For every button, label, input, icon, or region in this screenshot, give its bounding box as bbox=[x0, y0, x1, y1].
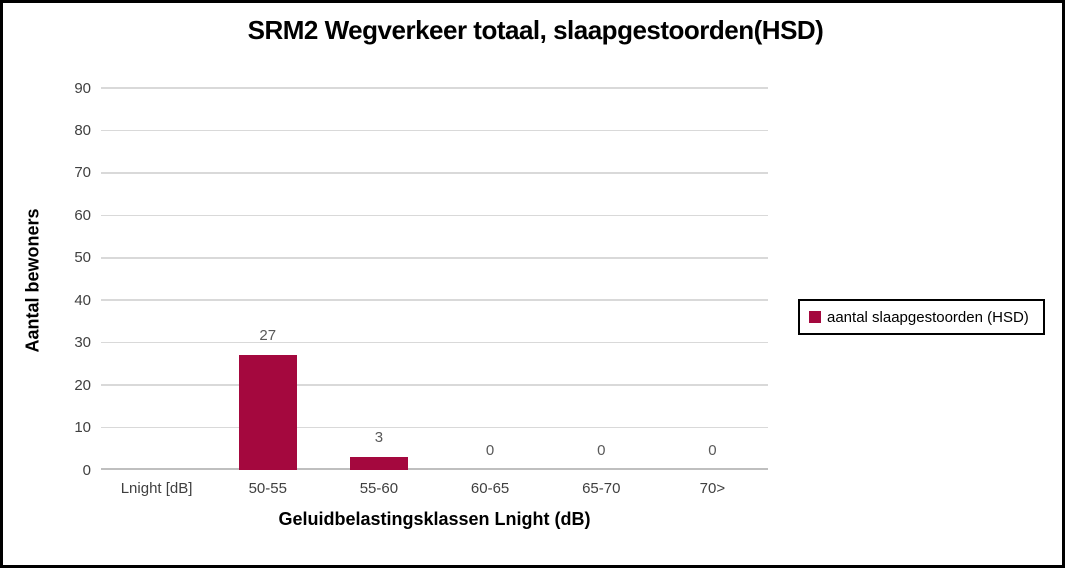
x-axis-tick-label-lnight-db-: Lnight [dB] bbox=[120, 480, 193, 497]
bar-55-60 bbox=[349, 457, 408, 470]
y-axis-tick-label-0: 0 bbox=[82, 461, 91, 479]
chart-title: SRM2 Wegverkeer totaal, slaapgestoorden(… bbox=[247, 15, 824, 45]
y-axis-tick-label-70: 70 bbox=[74, 164, 91, 182]
bar-value-label-50-55: 27 bbox=[259, 327, 277, 345]
bar-value-label-55-60: 3 bbox=[374, 429, 384, 447]
y-axis-tick-label-60: 60 bbox=[74, 206, 91, 224]
gridline-30 bbox=[101, 341, 768, 344]
bar-value-label-70-: 0 bbox=[708, 442, 717, 459]
bar-50-55 bbox=[238, 355, 297, 470]
gridline-50 bbox=[101, 257, 768, 259]
gridline-60 bbox=[101, 214, 768, 217]
gridline-90 bbox=[101, 87, 768, 89]
gridline-70 bbox=[101, 172, 768, 174]
x-axis-tick-label-50-55: 50-55 bbox=[248, 480, 287, 497]
x-axis-title: Geluidbelastingsklassen Lnight (dB) bbox=[278, 509, 591, 529]
legend-label: aantal slaapgestoorden (HSD) bbox=[827, 308, 1029, 326]
plot-area: 27 3 0 0 0 bbox=[101, 87, 768, 470]
legend-swatch-icon bbox=[809, 311, 821, 323]
y-axis-tick-label-10: 10 bbox=[74, 419, 91, 437]
y-axis-title: Aantal bewoners bbox=[22, 208, 43, 353]
bar-value-label-65-70: 0 bbox=[597, 442, 606, 459]
gridline-40 bbox=[101, 299, 768, 301]
x-axis-tick-label-55-60: 55-60 bbox=[359, 480, 399, 497]
y-axis-tick-label-40: 40 bbox=[74, 291, 91, 309]
x-axis-line bbox=[101, 468, 768, 470]
bar-value-label-60-65: 0 bbox=[485, 442, 495, 459]
y-axis-tick-label-30: 30 bbox=[74, 334, 91, 352]
gridline-10 bbox=[101, 426, 768, 429]
gridline-20 bbox=[101, 384, 768, 386]
y-axis-tick-label-50: 50 bbox=[74, 249, 91, 267]
x-axis-tick-label-65-70: 65-70 bbox=[582, 480, 621, 497]
x-axis-tick-label-70-: 70> bbox=[699, 480, 726, 497]
legend: aantal slaapgestoorden (HSD) bbox=[798, 299, 1045, 335]
gridline-80 bbox=[101, 129, 768, 132]
x-axis-tick-label-60-65: 60-65 bbox=[470, 480, 510, 497]
y-axis-tick-label-20: 20 bbox=[74, 376, 91, 394]
y-axis-tick-label-90: 90 bbox=[74, 79, 91, 97]
y-axis-tick-label-80: 80 bbox=[74, 121, 91, 139]
